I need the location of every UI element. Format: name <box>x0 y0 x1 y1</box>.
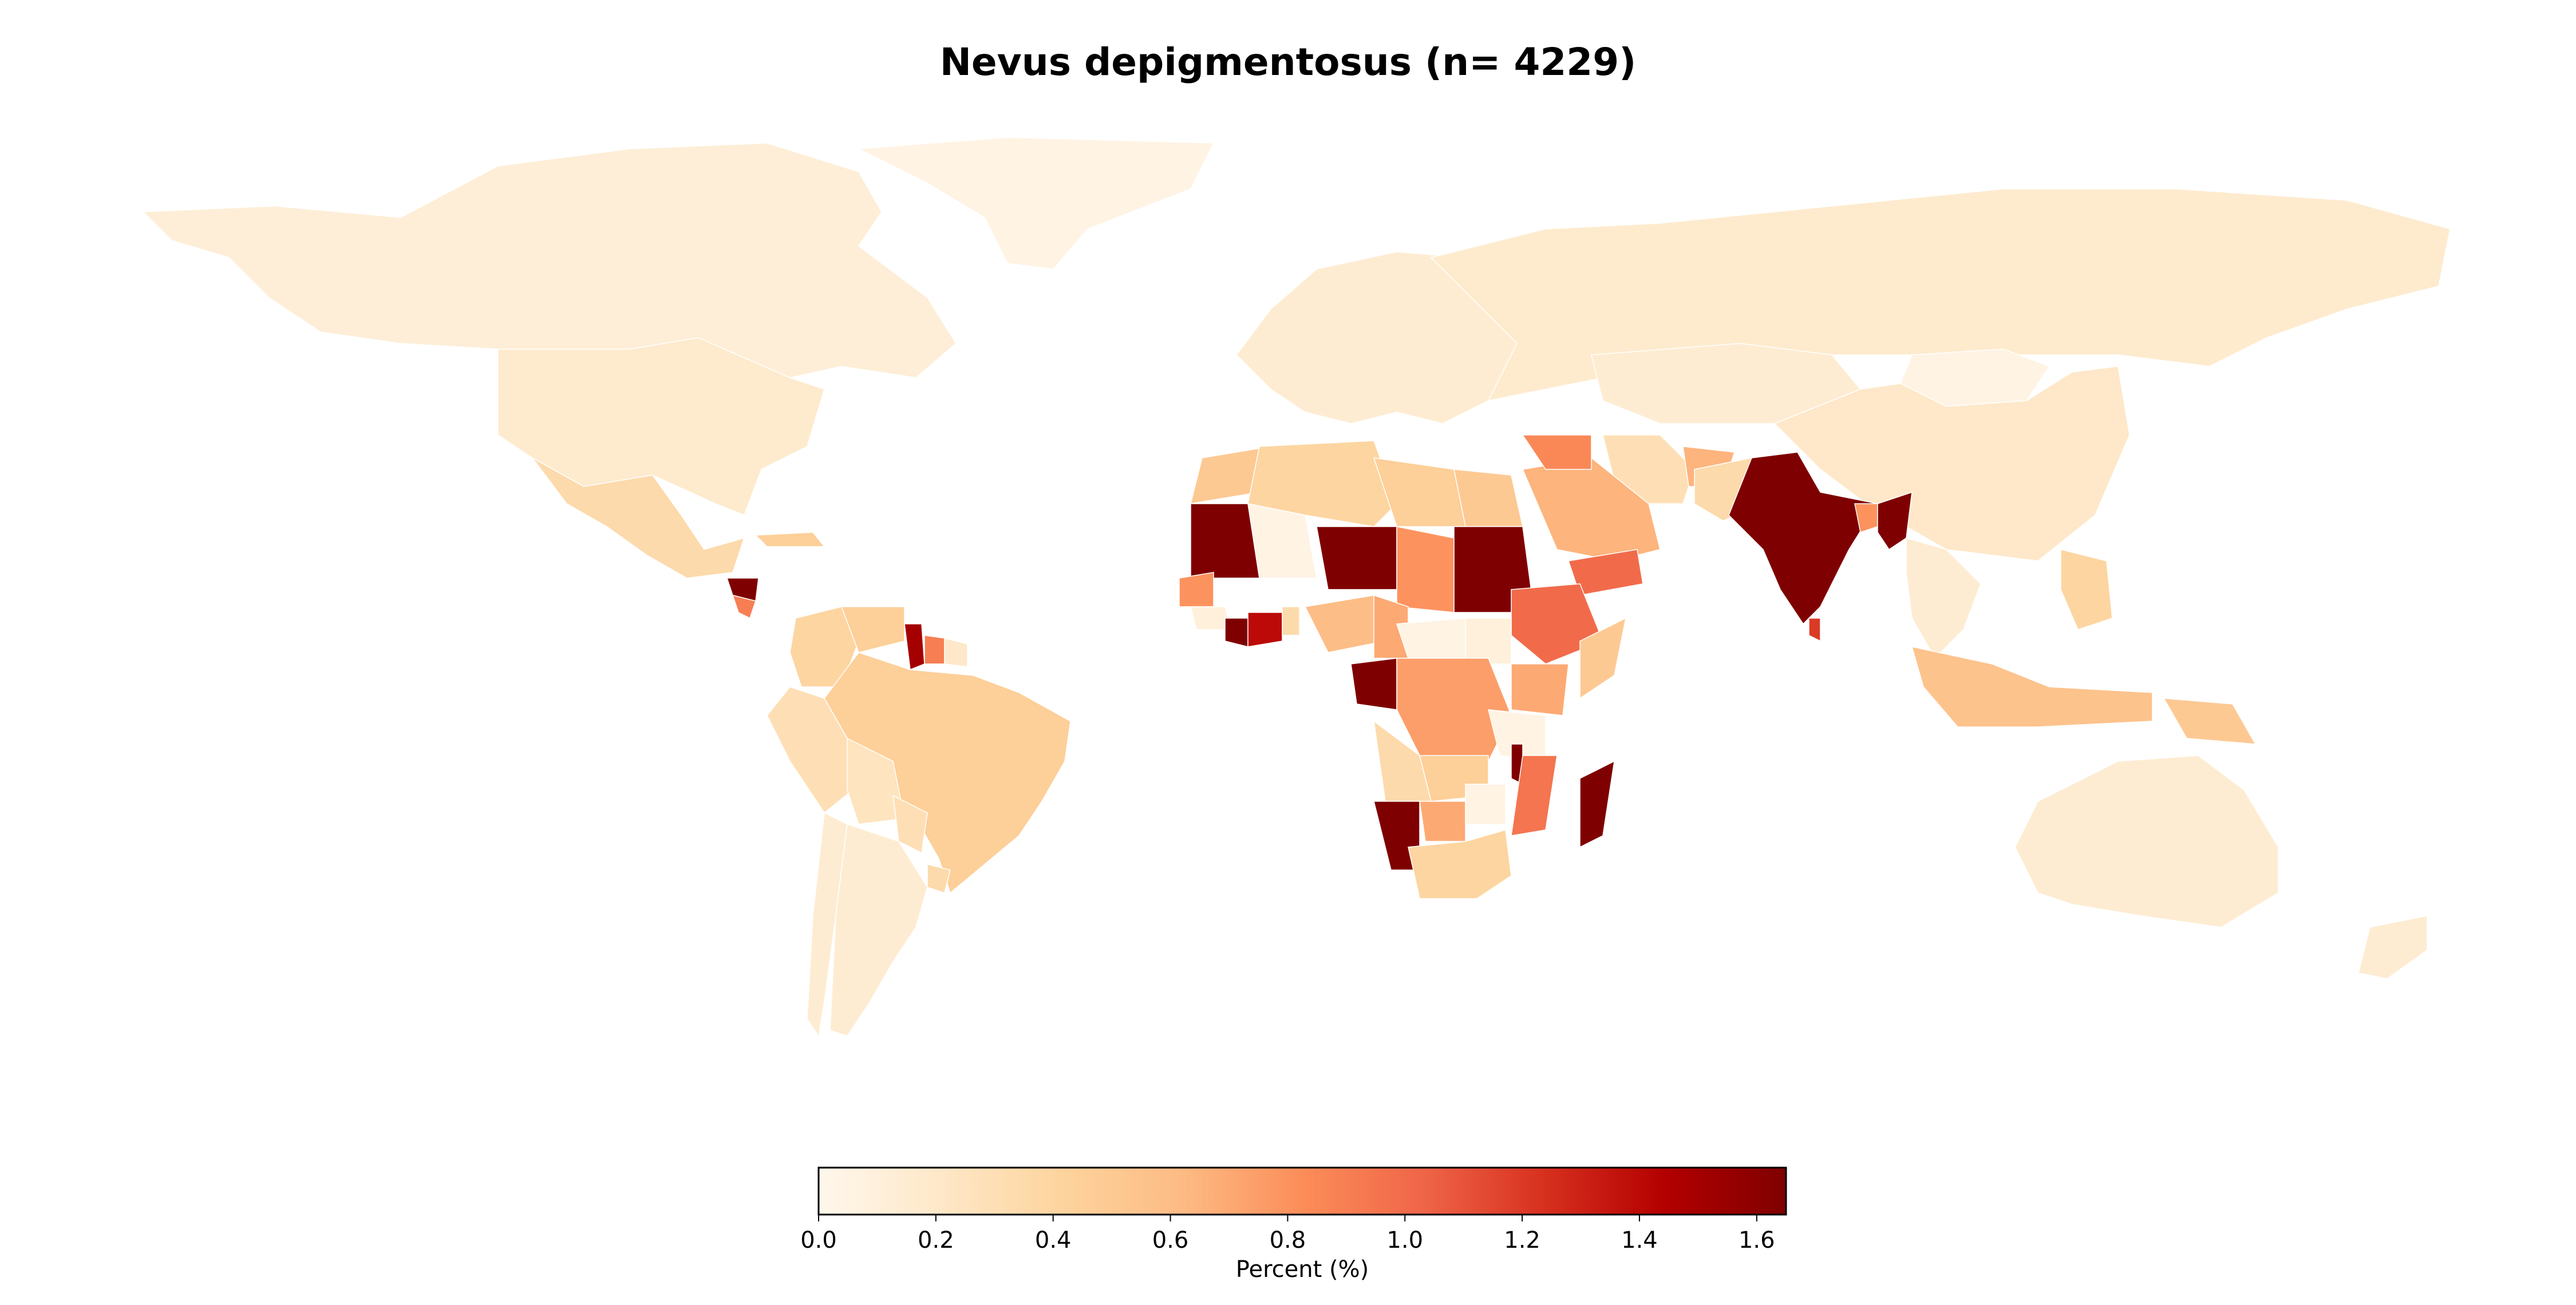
region-ghana <box>1282 606 1300 636</box>
region-mali <box>1247 503 1317 579</box>
region-botswana <box>1419 801 1466 842</box>
region-mozambique <box>1511 755 1558 836</box>
colorbar-tick-label: 1.4 <box>1621 1227 1658 1253</box>
region-peru <box>767 686 854 814</box>
region-french-guiana <box>944 638 968 667</box>
region-southeast-asia <box>1906 537 1981 659</box>
colorbar-tick-label: 0.4 <box>1035 1227 1072 1253</box>
region-nicaragua <box>732 594 756 619</box>
region-new-zealand <box>2358 915 2428 979</box>
colorbar-tick-label: 0.2 <box>918 1227 954 1253</box>
region-greenland <box>857 137 1215 270</box>
region-egypt <box>1453 469 1523 527</box>
region-libya <box>1373 457 1466 527</box>
region-uruguay <box>927 864 951 893</box>
region-india <box>1728 452 1879 625</box>
region-liberia <box>1224 618 1249 647</box>
region-venezuela <box>840 606 905 653</box>
region-indonesia <box>1911 646 2153 727</box>
region-mauritania <box>1190 503 1260 579</box>
colorbar-label: Percent (%) <box>1235 1256 1369 1283</box>
colorbar-tick-label: 1.2 <box>1504 1227 1540 1253</box>
region-kenya <box>1511 663 1569 716</box>
colorbar-tick-label: 0.6 <box>1152 1227 1189 1253</box>
region-canada <box>142 143 957 378</box>
region-cuba <box>754 532 825 547</box>
region-madagascar <box>1579 760 1615 848</box>
region-dr-congo <box>1396 658 1512 762</box>
map-regions <box>142 137 2451 1037</box>
region-zimbabwe <box>1465 784 1506 825</box>
chart-title: Nevus depigmentosus (n= 4229) <box>939 40 1637 84</box>
region-cote-d-ivoire <box>1247 612 1283 647</box>
region-paraguay <box>892 794 928 854</box>
region-guyana <box>904 623 925 671</box>
region-south-sudan <box>1465 618 1512 665</box>
region-papua-new-guinea <box>2163 698 2257 745</box>
region-myanmar <box>1877 491 1913 551</box>
region-senegal <box>1179 572 1214 607</box>
colorbar-tick-label: 0.8 <box>1270 1227 1306 1253</box>
region-iraq <box>1522 434 1592 470</box>
colorbar-tick-label: 1.6 <box>1739 1227 1775 1253</box>
region-australia <box>2014 755 2279 928</box>
region-philippines <box>2060 549 2113 630</box>
region-sri-lanka <box>1808 618 1821 642</box>
region-suriname <box>924 635 945 665</box>
region-bolivia <box>847 737 905 825</box>
colorbar-ticks: 0.0 0.2 0.4 0.6 0.8 1.0 1.2 1.4 1.6 <box>800 1215 1775 1253</box>
colorbar-tick-label: 0.0 <box>800 1227 837 1253</box>
region-chad <box>1396 526 1455 613</box>
region-nigeria <box>1304 595 1386 653</box>
region-south-africa <box>1408 829 1512 899</box>
region-central-african-republic <box>1396 618 1466 659</box>
region-argentina <box>829 823 928 1037</box>
region-niger <box>1316 526 1397 590</box>
region-gabon <box>1350 658 1397 710</box>
region-mexico <box>532 457 745 579</box>
colorbar-tick-label: 1.0 <box>1386 1227 1423 1253</box>
region-somalia <box>1579 617 1627 699</box>
region-kazakhstan <box>1591 343 1862 424</box>
colorbar <box>817 1166 1787 1216</box>
